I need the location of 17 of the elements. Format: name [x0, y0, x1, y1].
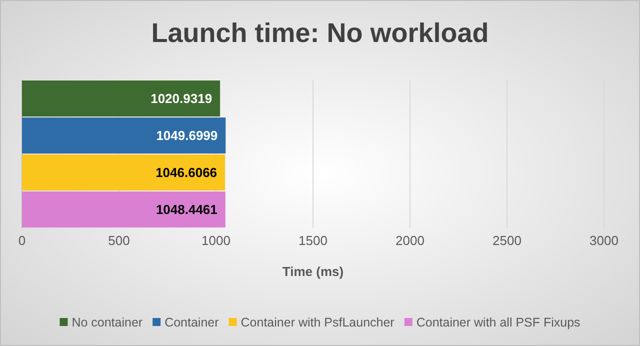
x-tick-label: 2000 [396, 233, 424, 248]
x-axis-title: Time (ms) [282, 264, 344, 279]
x-tick-label: 1500 [298, 233, 328, 248]
data-label: 1048.4461 [156, 202, 218, 218]
data-label: 1020.9319 [150, 91, 212, 106]
legend-label: No container [72, 315, 143, 330]
chart-title: Launch time: No workload [151, 18, 489, 48]
x-tick-label: 1000 [202, 233, 230, 248]
legend-label: Container with all PSF Fixups [416, 315, 580, 330]
legend-label: Container [164, 315, 219, 330]
data-label: 1046.6066 [156, 165, 218, 180]
data-label: 1049.6999 [156, 128, 218, 144]
x-tick-label: 500 [108, 233, 130, 248]
x-tick-label: 3000 [590, 233, 618, 248]
x-tick-label: 0 [18, 233, 26, 248]
legend-label: Container with PsfLauncher [240, 315, 394, 330]
x-tick-label: 2500 [492, 233, 522, 248]
